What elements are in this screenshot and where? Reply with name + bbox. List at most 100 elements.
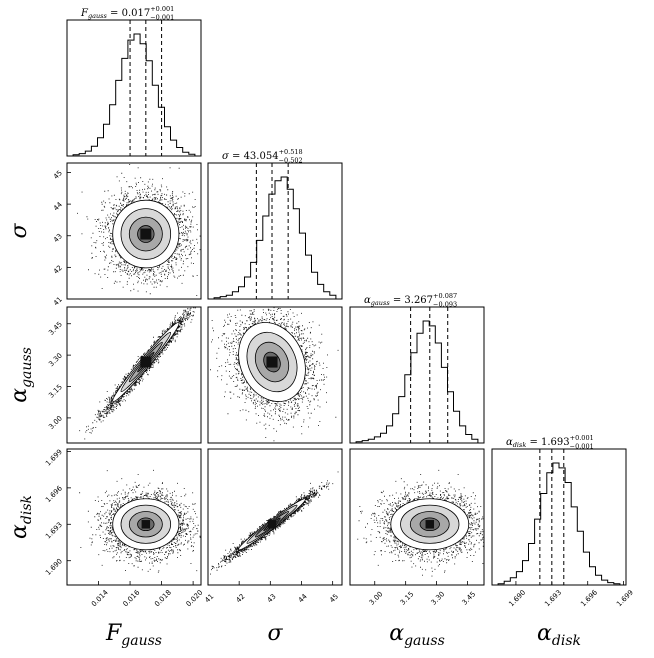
title-plus: +0.001	[570, 434, 594, 442]
y-tick-label: 3.45	[47, 320, 64, 337]
y-tick-label: 1.696	[44, 484, 64, 504]
x-tick-label: 41	[203, 592, 215, 604]
y-tick-label: 1.690	[44, 557, 64, 577]
x-axis-label-F: Fgauss	[105, 621, 162, 649]
x-tick-label: 1.696	[579, 588, 599, 608]
y-tick-label: 3.30	[47, 352, 64, 369]
density-peak	[140, 228, 152, 240]
title-plus: +0.518	[279, 148, 303, 156]
histogram-steps	[208, 176, 342, 300]
y-axis-label-D: αdisk	[7, 495, 35, 539]
density-peak	[141, 520, 151, 529]
panel-frame	[66, 448, 202, 586]
y-tick-label: 45	[52, 169, 64, 181]
panel-frame	[349, 306, 485, 444]
panel-frame	[66, 19, 202, 157]
y-tick-label: 44	[52, 200, 64, 212]
y-tick-label: 3.00	[47, 414, 64, 431]
density-peak	[266, 356, 278, 368]
x-tick-label: 0.018	[153, 588, 173, 608]
histogram-steps	[67, 33, 201, 157]
density-peak	[425, 520, 435, 529]
panel-frame	[491, 448, 627, 586]
histogram-steps	[350, 320, 484, 444]
x-tick-label: 0.014	[90, 588, 110, 608]
panel-D-vs-S	[207, 448, 343, 586]
axis-symbol: α	[7, 388, 32, 403]
title-plus: +0.087	[433, 292, 457, 300]
title-value: = 0.017	[107, 8, 150, 19]
x-tick-label: 3.30	[430, 590, 447, 607]
panel-frame	[207, 162, 343, 300]
panel-frame	[66, 306, 202, 444]
axis-subscript: disk	[19, 495, 35, 524]
axis-symbol: α	[7, 524, 32, 539]
y-tick-label: 43	[52, 232, 64, 244]
x-tick-label: 3.45	[461, 590, 478, 607]
histogram-D: αdisk = 1.693+0.001−0.001	[491, 434, 627, 586]
axis-subscript: gauss	[121, 633, 162, 649]
title-minus: −0.001	[570, 443, 594, 451]
title-symbol: F	[80, 8, 89, 19]
title-value: = 1.693	[526, 437, 569, 448]
y-tick-label: 1.693	[44, 521, 64, 541]
axis-symbol: α	[389, 621, 404, 646]
title-value: = 3.267	[390, 295, 433, 306]
axis-symbol: F	[105, 621, 122, 646]
histogram-G: αgauss = 3.267+0.087−0.093	[349, 292, 485, 444]
y-axis-label-S: σ	[7, 223, 32, 239]
x-tick-label: 1.693	[543, 588, 563, 608]
histogram-title: αdisk = 1.693+0.001	[506, 434, 594, 449]
panel-G-vs-F	[66, 306, 202, 444]
density-peak	[267, 520, 277, 529]
title-plus: +0.001	[150, 5, 174, 13]
histogram-steps	[492, 462, 626, 586]
panel-S-vs-F	[66, 162, 202, 300]
axis-symbol: α	[537, 621, 552, 646]
x-axis-label-S: σ	[267, 621, 283, 646]
axis-subscript: disk	[552, 633, 581, 649]
histogram-S: σ = 43.054+0.518−0.502	[207, 148, 343, 300]
panel-frame	[349, 448, 485, 586]
axis-symbol: σ	[7, 223, 32, 239]
title-minus: −0.001	[150, 14, 174, 22]
histogram-title: Fgauss = 0.017+0.001	[80, 5, 174, 20]
axis-symbol: σ	[267, 621, 283, 646]
histogram-title: αgauss = 3.267+0.087	[364, 292, 457, 307]
x-tick-label: 1.699	[615, 588, 635, 608]
title-value: = 43.054	[229, 151, 279, 162]
panel-G-vs-S	[207, 306, 343, 444]
title-symbol: σ	[222, 151, 230, 162]
histogram-title: σ = 43.054+0.518	[222, 148, 303, 162]
x-axis-label-D: αdisk	[537, 621, 581, 649]
x-tick-label: 45	[328, 592, 340, 604]
title-symbol: α	[364, 295, 371, 306]
x-axis-label-G: αgauss	[389, 621, 445, 649]
histogram-F: Fgauss = 0.017+0.001−0.001	[66, 5, 202, 157]
title-subscript: gauss	[371, 299, 391, 307]
axis-subscript: gauss	[404, 633, 445, 649]
title-minus: −0.502	[279, 157, 303, 165]
density-peak	[140, 356, 152, 368]
x-tick-label: 42	[235, 592, 247, 604]
x-tick-label: 3.15	[399, 590, 416, 607]
title-subscript: gauss	[88, 12, 108, 20]
panel-frame	[66, 162, 202, 300]
panel-frame	[207, 306, 343, 444]
x-tick-label: 0.016	[122, 588, 142, 608]
axis-subscript: gauss	[19, 347, 35, 388]
x-tick-label: 0.020	[185, 588, 205, 608]
y-axis-label-G: αgauss	[7, 347, 35, 403]
y-tick-label: 3.15	[47, 383, 64, 400]
panel-D-vs-F	[66, 448, 202, 586]
x-tick-label: 3.00	[368, 590, 385, 607]
x-tick-label: 1.690	[507, 588, 527, 608]
title-subscript: disk	[513, 441, 527, 449]
title-symbol: α	[506, 437, 513, 448]
y-tick-label: 42	[52, 264, 64, 276]
y-tick-label: 41	[52, 295, 64, 307]
panel-frame	[207, 448, 343, 586]
x-tick-label: 44	[297, 592, 309, 604]
